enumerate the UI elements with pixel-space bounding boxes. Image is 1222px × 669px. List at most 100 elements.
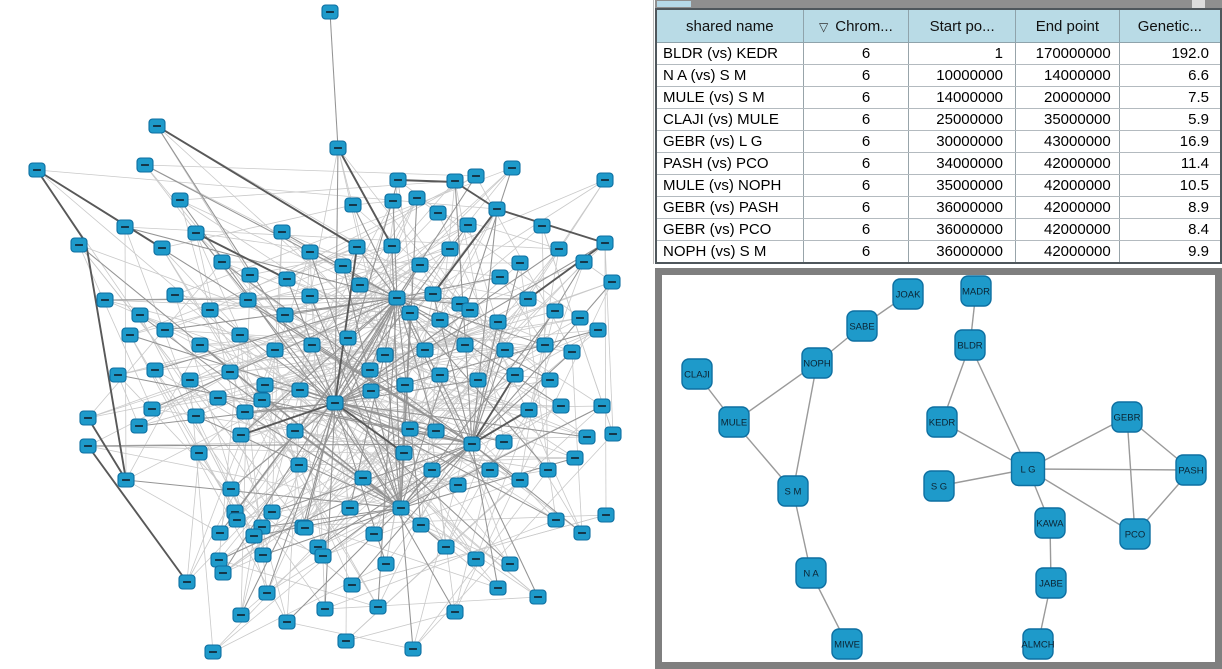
table-cell[interactable]: 7.5 [1119,86,1222,109]
network-edge[interactable] [1126,416,1136,535]
network-edge[interactable] [309,251,402,509]
table-cell[interactable]: 6.6 [1119,64,1222,87]
node-label-glyph[interactable] [192,415,200,417]
node-label-glyph[interactable] [544,469,552,471]
network-edge[interactable] [299,389,324,557]
table-cell[interactable]: 35000000 [908,174,1017,197]
network-edge[interactable] [212,329,599,653]
network-node[interactable] [831,628,863,660]
node-label-glyph[interactable] [349,204,357,206]
network-edge[interactable] [324,519,557,610]
node-label-glyph[interactable] [525,409,533,411]
network-edge[interactable] [396,297,551,381]
table-cell[interactable]: 192.0 [1119,42,1222,65]
table-cell[interactable]: 170000000 [1015,42,1120,65]
node-label-glyph[interactable] [608,281,616,283]
network-edge[interactable] [337,147,393,247]
table-cell[interactable]: 36000000 [908,196,1017,219]
node-label-glyph[interactable] [506,563,514,565]
node-label-glyph[interactable] [508,167,516,169]
table-row[interactable]: N A (vs) S M 6 10000000 14000000 6.6 [656,64,1222,87]
table-cell[interactable]: 42000000 [1015,152,1120,175]
network-edge[interactable] [219,344,546,534]
node-label-glyph[interactable] [209,651,217,653]
network-edge[interactable] [179,180,456,201]
node-label-glyph[interactable] [233,519,241,521]
network-edge[interactable] [139,314,505,443]
network-edge[interactable] [125,479,221,534]
node-label-glyph[interactable] [186,379,194,381]
network-edge[interactable] [369,297,398,371]
column-header-0[interactable]: shared name [655,9,804,43]
node-label-glyph[interactable] [381,354,389,356]
network-edge[interactable] [240,297,398,436]
network-edge[interactable] [209,297,398,311]
node-label-glyph[interactable] [454,484,462,486]
node-label-glyph[interactable] [446,248,454,250]
network-edge[interactable] [334,402,405,454]
node-label-glyph[interactable] [409,648,417,650]
node-label-glyph[interactable] [394,179,402,181]
node-label-glyph[interactable] [283,278,291,280]
network-edge[interactable] [397,179,456,183]
node-label-glyph[interactable] [259,554,267,556]
network-edge[interactable] [400,405,603,509]
table-cell[interactable]: 6 [803,152,910,175]
network-edge[interactable] [334,402,402,509]
network-node[interactable] [1034,507,1066,539]
node-label-glyph[interactable] [389,200,397,202]
network-edge[interactable] [244,411,459,486]
network-edge[interactable] [189,337,349,381]
table-cell[interactable]: MULE (vs) S M [656,86,804,109]
network-edge[interactable] [471,443,583,534]
network-edge[interactable] [391,245,402,509]
column-header-2[interactable]: Start po... [908,9,1017,43]
table-cell[interactable]: 42000000 [1015,174,1120,197]
network-edge[interactable] [334,402,511,565]
node-label-glyph[interactable] [576,317,584,319]
network-edge[interactable] [445,441,505,548]
node-label-glyph[interactable] [442,546,450,548]
network-edge[interactable] [471,281,613,445]
network-node[interactable] [1010,451,1046,487]
table-cell[interactable]: 36000000 [908,218,1017,241]
network-edge[interactable] [309,147,339,297]
network-edge[interactable] [218,559,379,608]
node-label-glyph[interactable] [464,224,472,226]
node-label-glyph[interactable] [601,179,609,181]
network-edge[interactable] [253,507,402,537]
node-label-glyph[interactable] [500,441,508,443]
node-label-glyph[interactable] [421,349,429,351]
node-label-glyph[interactable] [583,436,591,438]
network-node[interactable] [923,470,955,502]
node-label-glyph[interactable] [451,611,459,613]
network-edge[interactable] [240,374,516,616]
node-label-glyph[interactable] [397,507,405,509]
network-edge[interactable] [302,321,499,528]
network-edge[interactable] [179,199,361,286]
node-label-glyph[interactable] [468,443,476,445]
node-label-glyph[interactable] [261,384,269,386]
node-label-glyph[interactable] [237,614,245,616]
node-label-glyph[interactable] [432,430,440,432]
network-node[interactable] [1022,628,1054,660]
network-edge[interactable] [439,374,511,565]
table-row[interactable]: MULE (vs) NOPH 6 35000000 42000000 10.5 [656,174,1222,197]
table-row[interactable]: GEBR (vs) PCO 6 36000000 42000000 8.4 [656,218,1222,241]
network-edge[interactable] [349,469,491,509]
network-edge[interactable] [154,369,326,610]
node-label-glyph[interactable] [546,379,554,381]
table-row[interactable]: GEBR (vs) L G 6 30000000 43000000 16.9 [656,130,1222,153]
node-label-glyph[interactable] [268,511,276,513]
node-label-glyph[interactable] [366,369,374,371]
table-cell[interactable]: 6 [803,42,910,65]
node-label-glyph[interactable] [206,309,214,311]
network-edge[interactable] [261,526,288,623]
node-label-glyph[interactable] [428,469,436,471]
network-edge[interactable] [156,125,358,248]
small-network-canvas[interactable]: JOAK MADR SABE BLDR NOPH CLAJI MULE KEDR GEBR L G… [662,275,1215,662]
table-horizontal-scrollbar[interactable] [655,0,1222,8]
node-label-glyph[interactable] [429,293,437,295]
node-label-glyph[interactable] [436,374,444,376]
table-cell[interactable]: 14000000 [908,86,1017,109]
